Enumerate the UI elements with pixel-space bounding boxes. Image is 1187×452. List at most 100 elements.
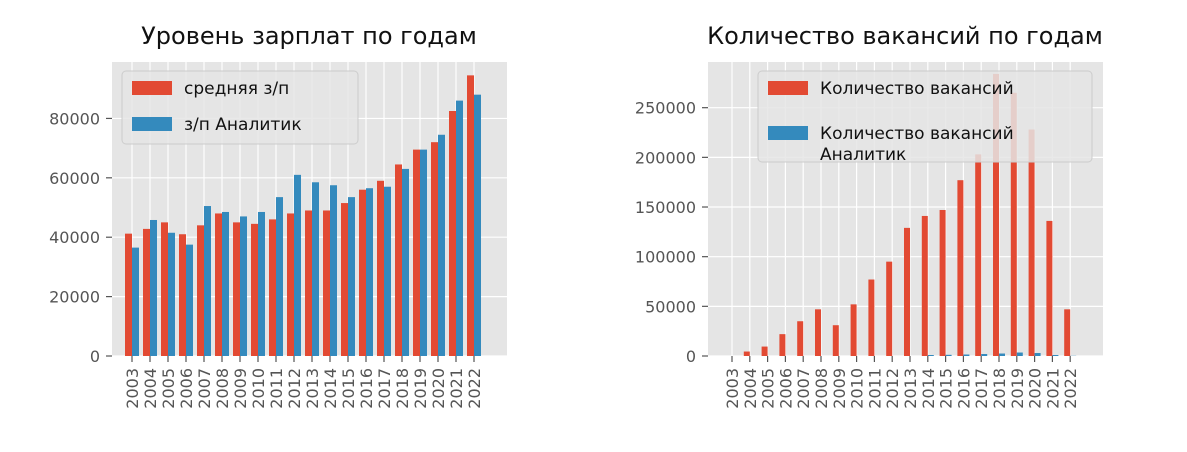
bar-series2	[258, 211, 265, 356]
bar-series2	[132, 247, 139, 356]
bar-series1	[832, 325, 839, 356]
bar-series2	[927, 355, 934, 356]
bar-series1	[341, 203, 348, 356]
x-tick-label: 2003	[723, 368, 742, 409]
bar-series1	[886, 261, 893, 356]
bar-series1	[125, 233, 132, 356]
x-tick-label: 2011	[865, 368, 884, 409]
x-tick-label: 2014	[321, 368, 340, 409]
bar-series1	[251, 223, 258, 356]
bar-series1	[993, 73, 999, 357]
bar-series2	[999, 353, 1005, 356]
legend-label: Количество вакансий	[820, 124, 1014, 144]
x-tick-label: 2004	[741, 368, 760, 409]
x-tick-label: 2018	[990, 368, 1009, 409]
bar-series2	[1052, 355, 1059, 356]
y-tick-label: 150000	[635, 198, 696, 217]
y-tick-label: 40000	[49, 228, 100, 247]
salary-x-ticks: 2003 2004 2005 2006 2007 2008 2009 2010 2011 2012…	[123, 356, 484, 409]
x-tick-label: 2004	[141, 368, 160, 409]
salary-y-ticks: 0 20000 40000 60000 80000	[49, 109, 112, 366]
bar-series2	[945, 354, 952, 356]
bar-series1	[975, 154, 982, 356]
bar-series1	[449, 111, 456, 356]
bar-series2	[1034, 353, 1041, 356]
x-tick-label: 2005	[159, 368, 178, 409]
bar-series1	[743, 351, 750, 356]
x-tick-label: 2012	[285, 368, 304, 409]
x-tick-label: 2005	[759, 368, 778, 409]
y-tick-label: 50000	[645, 297, 696, 316]
bar-series2	[474, 94, 481, 357]
bar-series1	[467, 75, 474, 356]
bar-series2	[186, 244, 193, 356]
bar-series2	[420, 149, 427, 356]
x-tick-label: 2015	[937, 368, 956, 409]
bar-series1	[939, 209, 946, 356]
bar-series1	[215, 213, 222, 356]
vacancies-chart-title: Количество вакансий по годам	[707, 22, 1103, 50]
x-tick-label: 2006	[776, 368, 795, 409]
x-tick-label: 2006	[177, 368, 196, 409]
x-tick-label: 2010	[848, 368, 867, 409]
x-tick-label: 2007	[794, 368, 813, 409]
bar-series1	[1028, 129, 1035, 356]
bar-series2	[276, 197, 283, 356]
x-tick-label: 2008	[213, 368, 232, 409]
y-tick-label: 200000	[635, 148, 696, 167]
bar-series2	[981, 354, 988, 356]
x-tick-label: 2010	[249, 368, 268, 409]
x-tick-label: 2017	[375, 368, 394, 409]
bar-series1	[1064, 309, 1071, 356]
y-tick-label: 20000	[49, 288, 100, 307]
bar-series2	[366, 188, 373, 356]
x-tick-label: 2020	[1026, 368, 1045, 409]
x-tick-label: 2009	[231, 368, 250, 409]
bar-series1	[269, 219, 276, 356]
bar-series1	[904, 227, 910, 356]
x-tick-label: 2016	[954, 368, 973, 409]
legend-swatch	[768, 81, 808, 95]
bar-series2	[402, 168, 409, 356]
x-tick-label: 2019	[411, 368, 430, 409]
y-tick-label: 80000	[49, 109, 100, 128]
legend-box	[757, 70, 1093, 163]
bar-series2	[150, 219, 157, 356]
bar-series1	[179, 234, 186, 356]
bar-series2	[240, 216, 247, 356]
x-tick-label: 2018	[393, 368, 412, 409]
bar-series2	[438, 134, 445, 356]
bar-series2	[1016, 352, 1023, 356]
bar-series1	[359, 189, 366, 356]
bar-series1	[868, 279, 875, 356]
bar-series2	[222, 211, 229, 356]
bar-series1	[957, 180, 964, 356]
salary-chart-title: Уровень зарплат по годам	[141, 22, 477, 50]
x-tick-label: 2021	[447, 368, 466, 409]
y-tick-label: 250000	[635, 99, 696, 118]
bar-series1	[287, 213, 294, 356]
x-tick-label: 2022	[465, 368, 484, 409]
bar-series1	[779, 334, 786, 356]
y-tick-label: 0	[90, 347, 100, 366]
bar-series2	[330, 185, 337, 356]
legend-swatch	[132, 117, 172, 131]
x-tick-label: 2013	[901, 368, 920, 409]
bar-series1	[761, 346, 768, 356]
bar-series2	[963, 354, 970, 356]
x-tick-label: 2014	[919, 368, 938, 409]
bar-series2	[312, 182, 319, 356]
bar-series1	[377, 180, 384, 356]
bar-series2	[294, 174, 301, 356]
bar-series1	[143, 228, 150, 356]
bar-series2	[168, 232, 175, 356]
bar-series1	[197, 225, 204, 356]
y-tick-label: 0	[686, 347, 696, 366]
bar-series1	[431, 142, 438, 356]
x-tick-label: 2008	[812, 368, 831, 409]
bar-series2	[456, 100, 463, 356]
bar-series2	[204, 206, 211, 356]
